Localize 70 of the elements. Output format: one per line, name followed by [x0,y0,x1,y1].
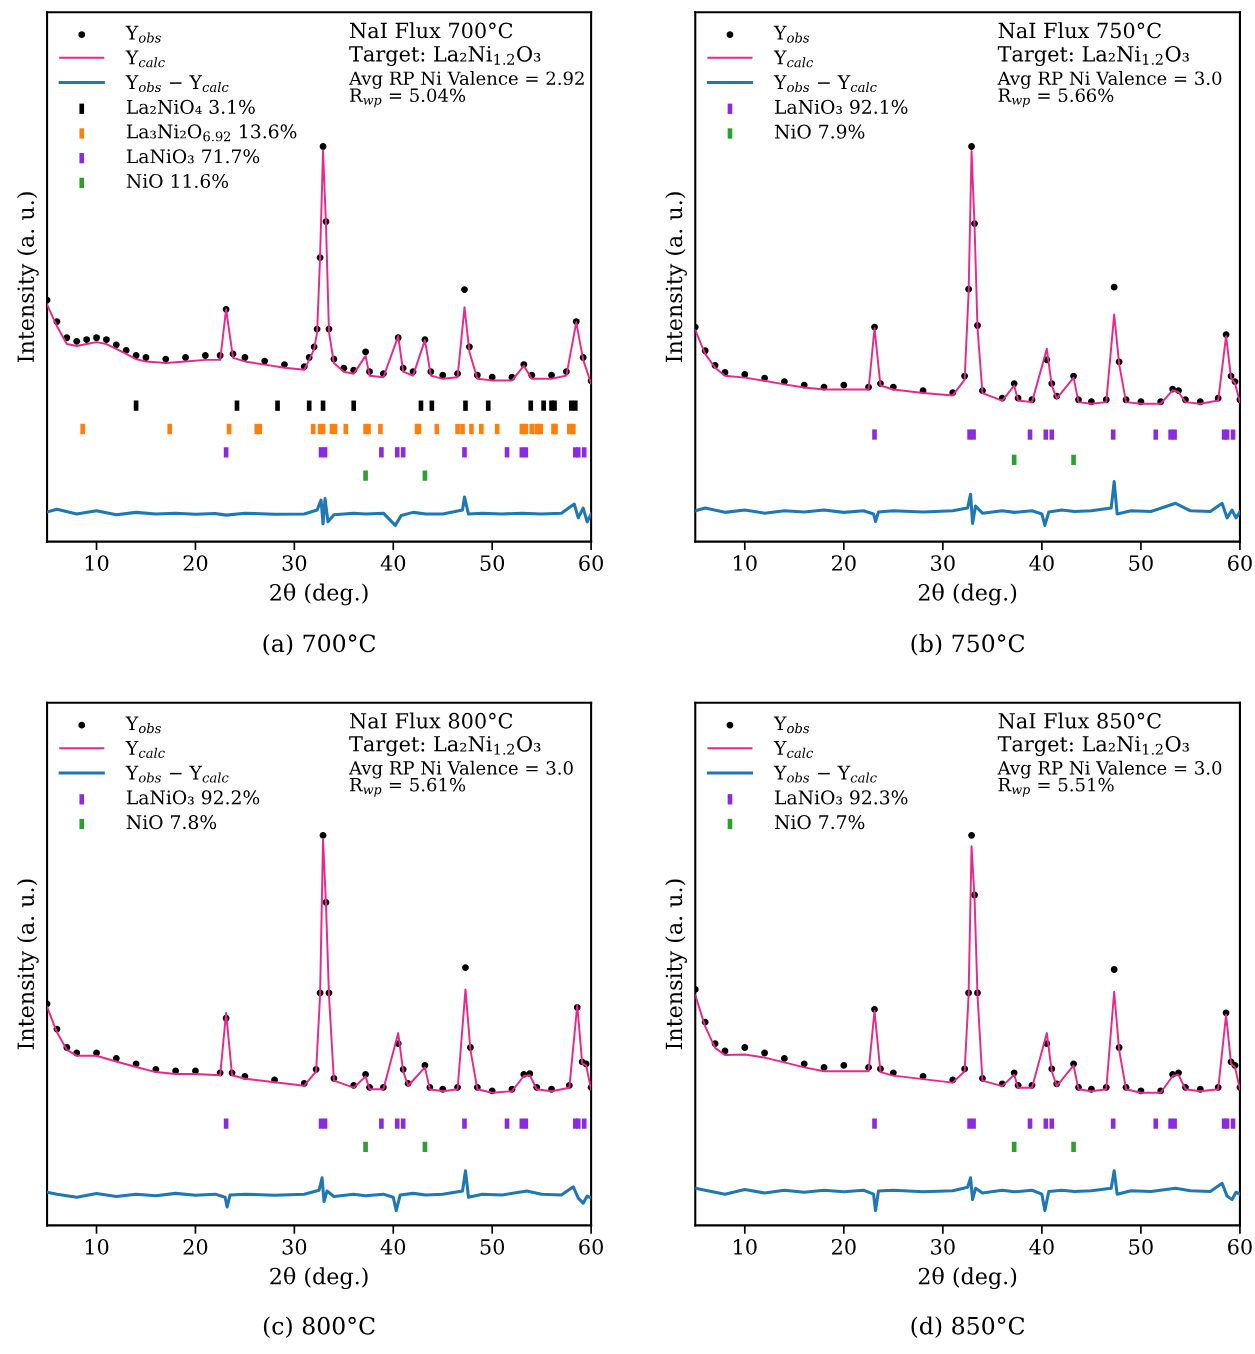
legend-label: Y$_{obs}$ − Y$_{calc}$ [125,75,229,93]
text: Target: La₂Ni$_{1.2}$O₃ [349,45,541,67]
legend-label: LaNiO₃ 71.7% [126,149,260,164]
legend-label: Y$_{calc}$ [773,50,814,68]
x-axis-title: 2θ (deg.) [918,583,1017,606]
legend-label: NiO 7.8% [126,815,217,830]
x-axis-title: 2θ (deg.) [270,1267,368,1290]
x-tick-label: 40 [1029,1238,1054,1255]
legend-label: NiO 7.7% [774,815,865,830]
text: NaI Flux 800°C [350,712,513,729]
x-tick-label: 10 [734,1238,757,1255]
x-tick-label: 30 [282,1238,307,1255]
x-tick-label: 40 [380,555,406,571]
legend-label: Y$_{obs}$ − Y$_{calc}$ [125,765,229,783]
text: Avg RP Ni Valence = 3.0 [997,71,1222,89]
text: NaI Flux 750°C [998,22,1161,39]
x-axis-title: 2θ (deg.) [270,583,368,606]
x-tick-label: 20 [831,555,856,571]
y-axis-title: Intensity (a. u.) [16,192,39,362]
legend-label: Y$_{obs}$ [773,25,810,43]
x-tick-label: 60 [579,555,603,571]
x-tick-label: 30 [931,1238,955,1255]
text: Avg RP Ni Valence = 2.92 [348,71,584,89]
text: R$_{wp}$ = 5.66% [998,88,1114,108]
x-tick-label: 10 [85,555,109,571]
legend-label: Y$_{obs}$ [773,716,810,734]
legend-label: La₃Ni₂O$_{6.92}$ 13.6% [126,124,297,142]
legend-label: LaNiO₃ 92.3% [775,790,908,805]
legend-label: Y$_{obs}$ [125,25,161,43]
text: R$_{wp}$ = 5.04% [350,88,466,108]
x-tick-label: 20 [183,1238,208,1255]
y-axis-title: Intensity (a. u.) [665,879,687,1050]
legend-label: LaNiO₃ 92.2% [126,790,260,805]
text: (a) 700°C [263,633,376,656]
legend-label: Y$_{calc}$ [125,741,165,758]
text: (d) 850°C [911,1316,1025,1338]
x-tick-label: 60 [1228,1238,1252,1255]
x-tick-label: 50 [1129,555,1153,571]
legend-label: NiO 11.6% [126,173,229,189]
legend-label: Y$_{calc}$ [125,50,165,68]
x-tick-label: 50 [480,1238,505,1255]
text: NaI Flux 850°C [998,712,1161,729]
legend-label: LaNiO₃ 92.1% [775,99,908,114]
x-tick-label: 40 [1029,555,1054,571]
x-tick-label: 40 [380,1238,406,1255]
x-tick-label: 60 [1228,555,1252,571]
text: (c) 800°C [263,1316,375,1338]
x-tick-label: 10 [85,1238,109,1255]
text: Target: La₂Ni$_{1.2}$O₃ [997,735,1189,756]
legend-label: Y$_{obs}$ − Y$_{calc}$ [773,75,877,93]
x-tick-label: 10 [734,555,757,571]
text: Target: La₂Ni$_{1.2}$O₃ [997,45,1189,67]
legend-label: La₂NiO₄ 3.1% [126,99,255,114]
x-tick-label: 60 [579,1238,603,1255]
y-axis-title: Intensity (a. u.) [665,192,687,362]
x-tick-label: 30 [282,555,307,571]
text: NaI Flux 700°C [350,22,513,39]
legend-label: Y$_{obs}$ − Y$_{calc}$ [773,765,877,783]
x-tick-label: 20 [183,555,208,571]
x-tick-label: 50 [480,555,505,571]
legend-label: Y$_{calc}$ [773,741,814,758]
legend-label: NiO 7.9% [774,124,865,139]
y-axis-title: Intensity (a. u.) [16,879,39,1050]
x-axis-title: 2θ (deg.) [918,1267,1017,1290]
legend-label: Y$_{obs}$ [125,716,161,734]
text: Target: La₂Ni$_{1.2}$O₃ [349,735,541,756]
x-tick-label: 50 [1129,1238,1153,1255]
text: (b) 750°C [911,633,1025,656]
x-tick-label: 20 [831,1238,856,1255]
x-tick-label: 30 [931,555,955,571]
